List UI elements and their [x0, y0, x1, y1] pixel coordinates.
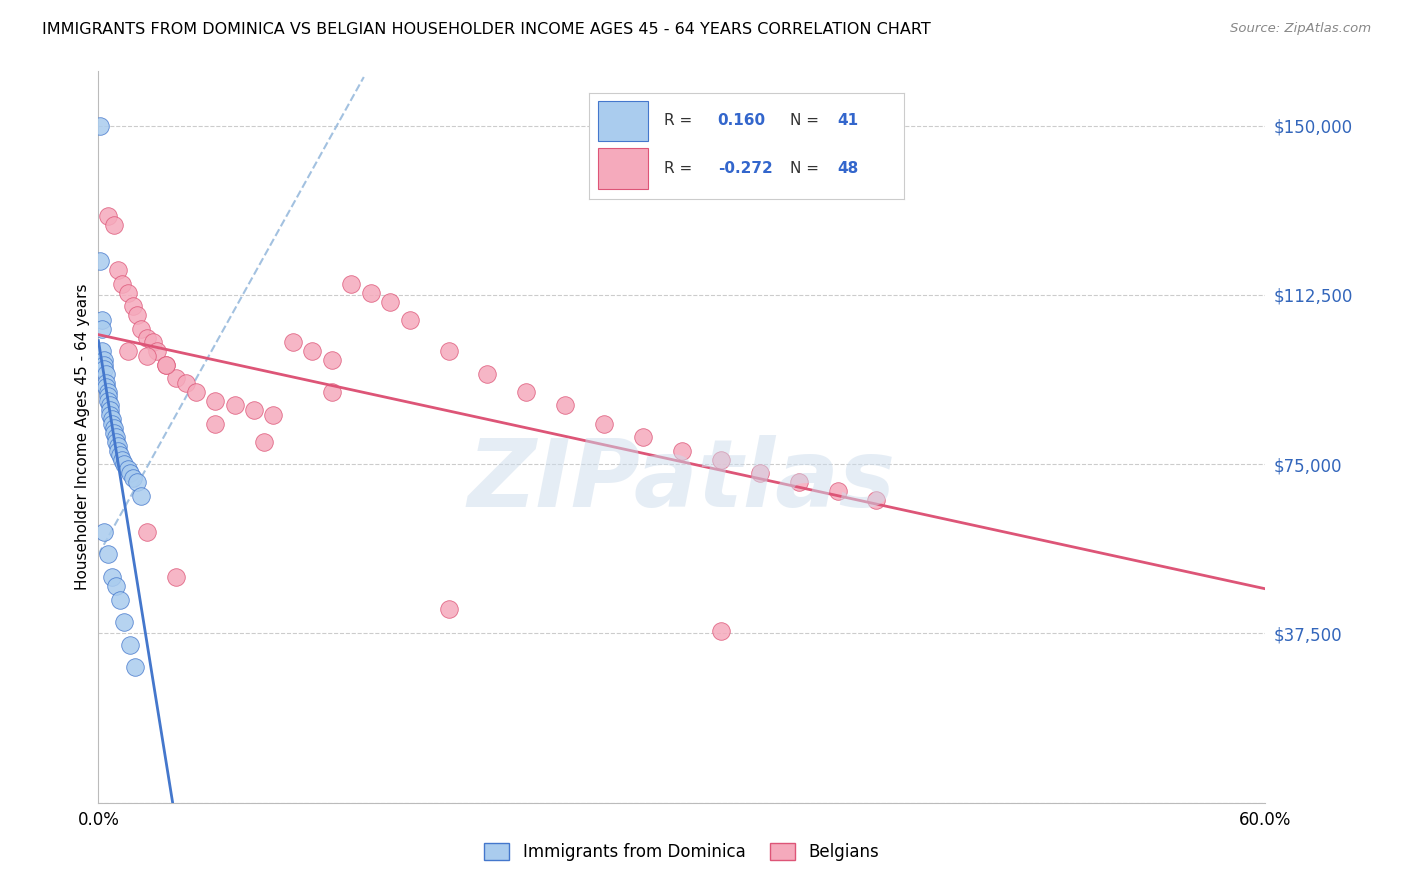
Point	[515, 384, 537, 399]
Point	[112, 615, 135, 630]
Point	[101, 417, 124, 431]
Point	[97, 394, 120, 409]
Point	[631, 430, 654, 444]
Point	[107, 263, 129, 277]
Point	[96, 367, 118, 381]
Point	[118, 638, 141, 652]
Point	[91, 312, 114, 326]
Point	[136, 524, 159, 539]
Point	[89, 254, 111, 268]
Point	[108, 592, 131, 607]
Point	[129, 489, 152, 503]
Point	[554, 399, 576, 413]
Point	[117, 344, 139, 359]
Point	[93, 358, 115, 372]
Point	[93, 362, 115, 376]
Point	[127, 475, 149, 490]
Point	[107, 443, 129, 458]
Point	[104, 579, 127, 593]
Point	[710, 452, 733, 467]
Point	[112, 457, 135, 471]
Point	[129, 322, 152, 336]
Point	[437, 601, 460, 615]
Legend: Immigrants from Dominica, Belgians: Immigrants from Dominica, Belgians	[478, 836, 886, 868]
Point	[108, 448, 131, 462]
Point	[103, 218, 125, 232]
Point	[124, 660, 146, 674]
Point	[91, 322, 114, 336]
Point	[103, 421, 125, 435]
Point	[142, 335, 165, 350]
Point	[96, 376, 118, 390]
Point	[477, 367, 499, 381]
Point	[101, 412, 124, 426]
Point	[111, 452, 134, 467]
Point	[98, 403, 121, 417]
Point	[117, 285, 139, 300]
Point	[827, 484, 849, 499]
Point	[224, 399, 246, 413]
Point	[93, 524, 115, 539]
Point	[593, 417, 616, 431]
Point	[340, 277, 363, 291]
Point	[96, 380, 118, 394]
Point	[204, 417, 226, 431]
Point	[117, 461, 139, 475]
Point	[253, 434, 276, 449]
Point	[111, 277, 134, 291]
Point	[243, 403, 266, 417]
Point	[107, 439, 129, 453]
Point	[865, 493, 887, 508]
Point	[104, 430, 127, 444]
Point	[122, 471, 145, 485]
Y-axis label: Householder Income Ages 45 - 64 years: Householder Income Ages 45 - 64 years	[75, 284, 90, 591]
Point	[262, 408, 284, 422]
Point	[321, 353, 343, 368]
Point	[437, 344, 460, 359]
Point	[155, 358, 177, 372]
Point	[321, 384, 343, 399]
Text: ZIPatlas: ZIPatlas	[468, 435, 896, 527]
Point	[118, 466, 141, 480]
Point	[281, 335, 304, 350]
Point	[146, 344, 169, 359]
Point	[122, 299, 145, 313]
Point	[104, 434, 127, 449]
Text: IMMIGRANTS FROM DOMINICA VS BELGIAN HOUSEHOLDER INCOME AGES 45 - 64 YEARS CORREL: IMMIGRANTS FROM DOMINICA VS BELGIAN HOUS…	[42, 22, 931, 37]
Point	[398, 312, 420, 326]
Point	[184, 384, 207, 399]
Point	[89, 119, 111, 133]
Point	[97, 389, 120, 403]
Point	[204, 394, 226, 409]
Point	[98, 399, 121, 413]
Point	[787, 475, 810, 490]
Point	[165, 371, 187, 385]
Point	[748, 466, 770, 480]
Point	[103, 425, 125, 440]
Point	[165, 570, 187, 584]
Point	[97, 209, 120, 223]
Point	[98, 408, 121, 422]
Point	[301, 344, 323, 359]
Point	[136, 349, 159, 363]
Point	[136, 331, 159, 345]
Point	[380, 294, 402, 309]
Point	[97, 384, 120, 399]
Point	[174, 376, 197, 390]
Point	[127, 308, 149, 322]
Point	[671, 443, 693, 458]
Point	[97, 548, 120, 562]
Point	[360, 285, 382, 300]
Text: Source: ZipAtlas.com: Source: ZipAtlas.com	[1230, 22, 1371, 36]
Point	[91, 344, 114, 359]
Point	[155, 358, 177, 372]
Point	[93, 353, 115, 368]
Point	[101, 570, 124, 584]
Point	[710, 624, 733, 639]
